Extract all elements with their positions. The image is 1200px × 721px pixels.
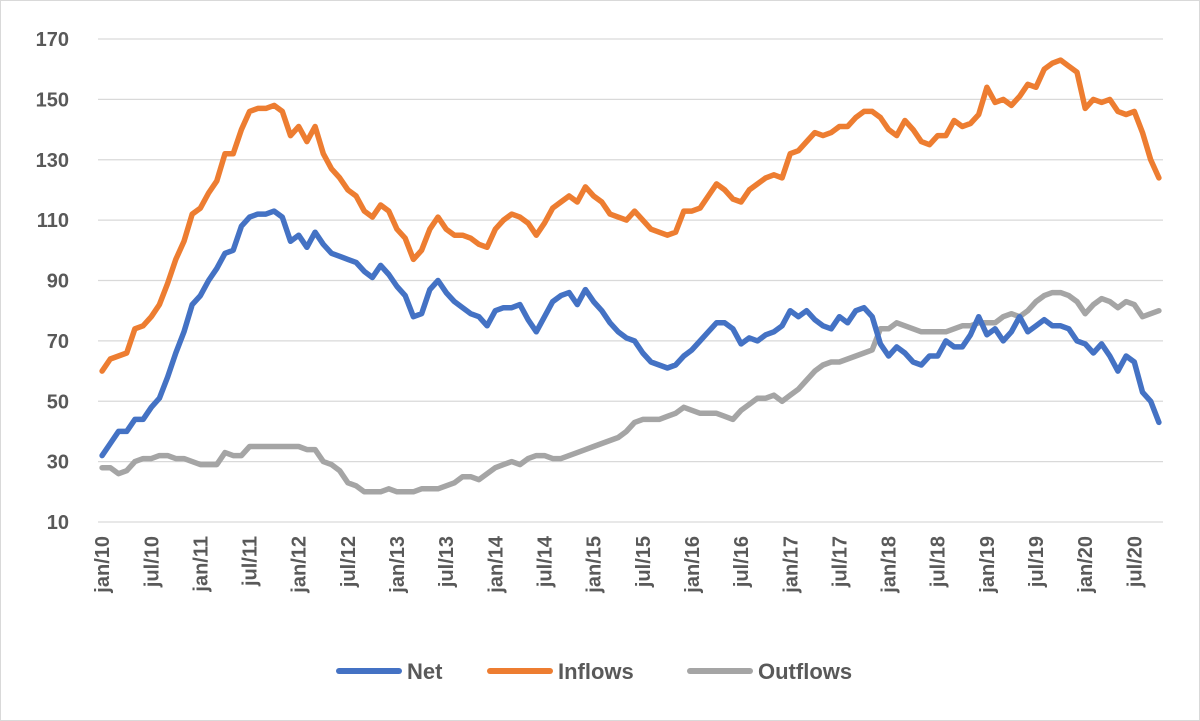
series-lines	[99, 57, 1162, 495]
y-tick-label: 170	[36, 29, 69, 51]
y-tick-label: 90	[47, 271, 69, 293]
y-tick-label: 110	[37, 210, 69, 232]
series-line-net	[99, 208, 1162, 459]
y-tick-label: 130	[36, 150, 69, 172]
y-tick-label: 30	[47, 452, 69, 474]
x-tick-label: jan/15	[584, 536, 606, 594]
y-tick-label: 10	[47, 512, 69, 534]
x-tick-label: jan/20	[1075, 536, 1097, 594]
legend-label-outflows: Outflows	[758, 659, 852, 684]
y-tick-label: 70	[47, 331, 69, 353]
x-tick-label: jul/19	[1026, 536, 1048, 588]
x-tick-label: jul/10	[141, 536, 163, 588]
y-axis-tick-labels: 10 30 50 70 90 110 130 150 170	[36, 29, 69, 534]
x-tick-label: jul/16	[731, 536, 753, 588]
legend-label-inflows: Inflows	[558, 659, 634, 684]
x-tick-label: jul/14	[534, 535, 556, 588]
x-tick-label: jul/15	[633, 536, 655, 588]
x-tick-label: jan/13	[387, 536, 409, 594]
y-tick-label: 150	[36, 89, 69, 111]
y-tick-label: 50	[47, 391, 69, 413]
x-tick-label: jul/18	[928, 536, 950, 588]
x-tick-label: jan/11	[190, 536, 212, 593]
x-axis-tick-labels: jan/10 jul/10 jan/11 jul/11 jan/12 jul/12 jan/…	[92, 535, 1146, 594]
x-tick-label: jan/18	[879, 536, 901, 594]
series-line-inflows	[99, 57, 1162, 374]
legend: Net Inflows Outflows	[336, 659, 852, 684]
x-tick-label: jan/16	[682, 536, 704, 594]
gridlines	[98, 38, 1163, 523]
x-tick-label: jan/14	[485, 535, 507, 594]
legend-label-net: Net	[407, 659, 443, 684]
x-tick-label: jul/11	[240, 536, 262, 587]
x-tick-label: jul/12	[338, 536, 360, 588]
x-tick-label: jan/12	[289, 536, 311, 594]
x-tick-label: jul/17	[829, 536, 851, 588]
x-tick-label: jan/19	[977, 536, 999, 594]
x-tick-label: jan/10	[92, 536, 114, 594]
x-tick-label: jul/13	[436, 536, 458, 588]
x-tick-label: jul/20	[1124, 536, 1146, 588]
x-tick-label: jan/17	[780, 536, 802, 594]
